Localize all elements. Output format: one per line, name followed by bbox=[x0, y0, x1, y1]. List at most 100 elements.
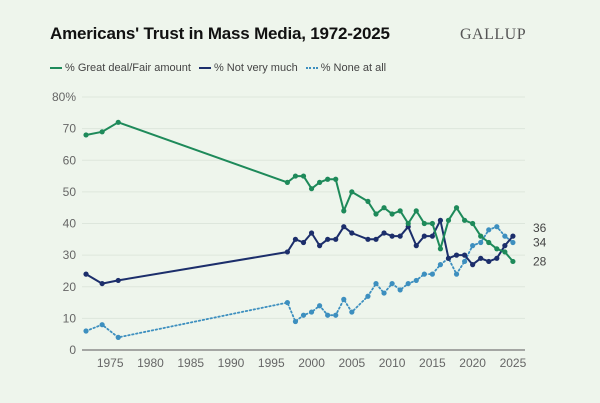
data-point-none bbox=[349, 309, 355, 315]
data-point-none bbox=[99, 322, 105, 328]
data-point-great bbox=[381, 205, 387, 211]
y-tick-label: 10 bbox=[63, 311, 77, 325]
data-point-not bbox=[461, 252, 468, 258]
data-point-not bbox=[115, 277, 121, 284]
data-point-great bbox=[405, 220, 411, 227]
data-point-not bbox=[445, 255, 452, 261]
data-point-none bbox=[300, 312, 307, 318]
data-point-none bbox=[397, 287, 403, 293]
data-point-not bbox=[325, 236, 331, 242]
data-point-great bbox=[389, 211, 395, 217]
x-tick-label: 2025 bbox=[500, 356, 527, 370]
data-point-not bbox=[381, 230, 387, 236]
data-point-not bbox=[317, 243, 323, 249]
data-point-great bbox=[99, 129, 105, 135]
y-tick-label: 70 bbox=[63, 122, 77, 136]
data-point-great bbox=[284, 179, 290, 185]
x-tick-label: 2020 bbox=[459, 356, 486, 370]
data-point-great bbox=[413, 208, 419, 214]
data-point-none bbox=[292, 318, 299, 325]
data-point-none bbox=[83, 328, 89, 334]
data-point-not bbox=[341, 224, 347, 230]
data-point-not bbox=[365, 236, 371, 242]
data-point-not bbox=[99, 280, 105, 287]
data-point-none bbox=[453, 271, 460, 277]
legend-swatch-none bbox=[305, 67, 318, 69]
legend-item-not: % Not very much bbox=[198, 62, 298, 74]
data-point-great bbox=[373, 211, 379, 217]
data-point-not bbox=[453, 252, 460, 258]
data-point-not bbox=[373, 236, 379, 242]
data-point-none bbox=[502, 233, 508, 239]
data-point-none bbox=[325, 312, 331, 318]
data-point-great bbox=[445, 217, 452, 223]
y-tick-label: 0 bbox=[69, 343, 76, 357]
chart-title: Americans' Trust in Mass Media, 1972-202… bbox=[50, 24, 390, 43]
data-point-none bbox=[421, 271, 427, 277]
data-point-not bbox=[83, 271, 89, 277]
end-label-not: 36 bbox=[533, 221, 547, 235]
data-point-great bbox=[349, 189, 355, 195]
data-point-none bbox=[373, 280, 379, 287]
legend: % Great deal/Fair amount % Not very much… bbox=[50, 62, 386, 74]
data-point-none bbox=[437, 262, 444, 268]
series-line-none bbox=[85, 225, 514, 339]
data-point-great bbox=[478, 233, 484, 239]
y-tick-label: 50 bbox=[63, 185, 77, 199]
data-point-none bbox=[365, 293, 371, 299]
data-point-none bbox=[317, 303, 323, 309]
x-tick-label: 2010 bbox=[379, 356, 406, 370]
x-tick-label: 2015 bbox=[419, 356, 446, 370]
data-point-none bbox=[461, 258, 468, 265]
data-point-not bbox=[349, 230, 355, 236]
data-point-great bbox=[453, 205, 460, 211]
data-point-great bbox=[397, 208, 403, 214]
data-point-not bbox=[284, 249, 290, 255]
data-point-great bbox=[333, 176, 339, 182]
data-point-not bbox=[300, 239, 307, 246]
data-point-not bbox=[333, 236, 339, 242]
data-point-none bbox=[478, 239, 484, 246]
data-point-not bbox=[413, 243, 419, 249]
data-point-great bbox=[470, 220, 476, 227]
data-point-none bbox=[510, 239, 516, 246]
data-point-none bbox=[381, 290, 387, 296]
data-point-none bbox=[486, 227, 492, 233]
data-point-none bbox=[115, 334, 121, 340]
end-label-none: 34 bbox=[533, 235, 547, 249]
data-point-great bbox=[83, 132, 89, 138]
data-point-not bbox=[470, 262, 476, 268]
data-point-none bbox=[405, 280, 411, 287]
end-label-great: 28 bbox=[533, 254, 547, 268]
data-point-great bbox=[325, 176, 331, 182]
data-point-none bbox=[341, 296, 347, 302]
data-point-great bbox=[115, 119, 121, 125]
x-tick-label: 1985 bbox=[177, 356, 204, 370]
data-point-not bbox=[510, 233, 516, 239]
data-point-great bbox=[365, 198, 371, 204]
data-point-not bbox=[502, 243, 508, 249]
data-point-none bbox=[429, 271, 435, 277]
y-tick-label: 30 bbox=[63, 248, 77, 262]
x-tick-label: 2005 bbox=[338, 356, 365, 370]
x-tick-label: 1980 bbox=[137, 356, 164, 370]
gallup-logo: GALLUP bbox=[460, 26, 527, 43]
data-point-not bbox=[494, 255, 500, 261]
x-tick-label: 1990 bbox=[218, 356, 245, 370]
data-point-great bbox=[494, 246, 500, 252]
data-point-great bbox=[317, 179, 323, 185]
legend-swatch-great bbox=[50, 67, 62, 69]
data-point-great bbox=[300, 173, 307, 179]
data-point-none bbox=[308, 309, 315, 315]
legend-label-none: % None at all bbox=[320, 62, 387, 74]
data-point-great bbox=[437, 246, 444, 252]
data-point-none bbox=[413, 277, 419, 284]
x-tick-label: 1995 bbox=[258, 356, 285, 370]
data-point-great bbox=[502, 249, 508, 255]
data-point-great bbox=[461, 217, 468, 223]
data-point-great bbox=[292, 173, 299, 179]
data-point-great bbox=[486, 239, 492, 246]
data-point-great bbox=[341, 208, 347, 214]
legend-item-great: % Great deal/Fair amount bbox=[50, 62, 191, 74]
